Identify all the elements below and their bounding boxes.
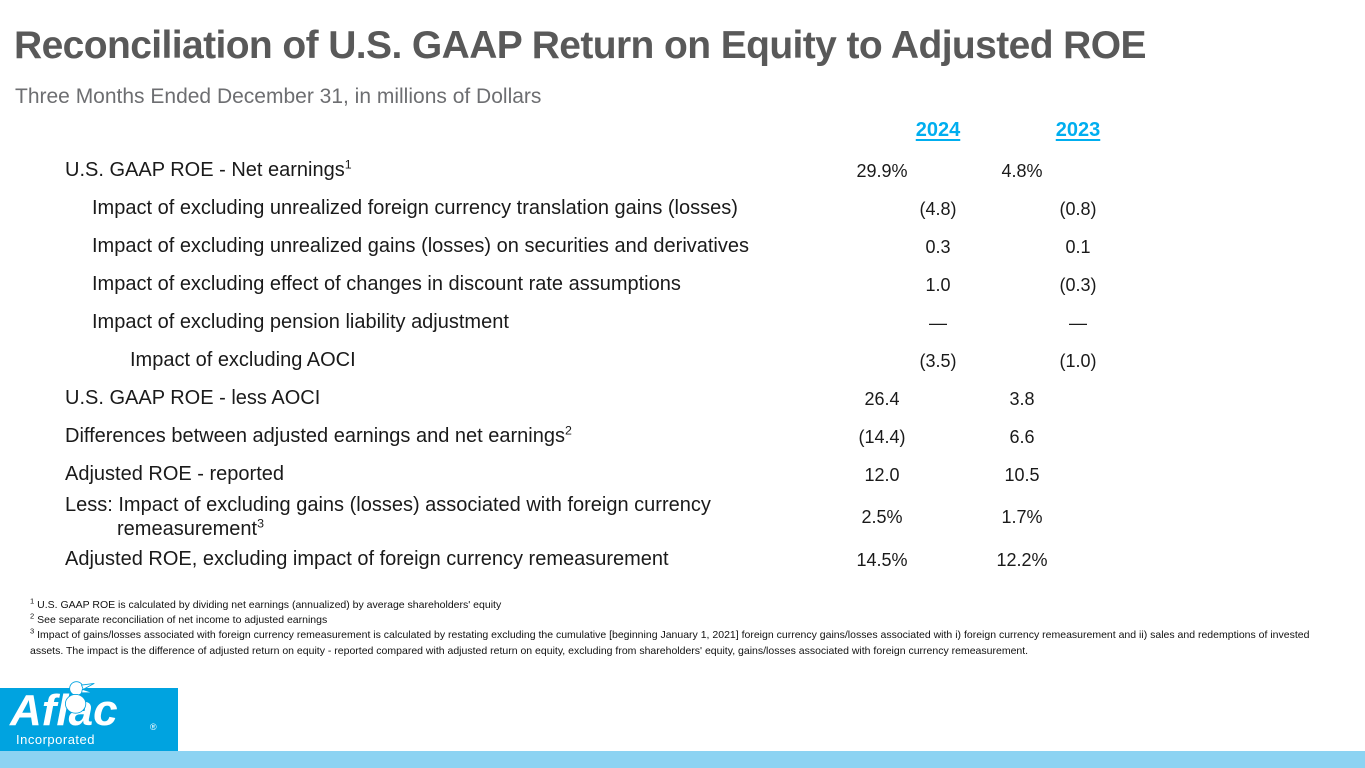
footnotes: 1 U.S. GAAP ROE is calculated by dividin… [30,596,1342,659]
row-value-2023: 4.8% [1001,160,1043,181]
column-header-2024: 2024 [915,118,961,141]
reconciliation-table: 2024 2023 U.S. GAAP ROE - Net earnings1 … [0,112,1148,579]
aflac-logo: Aflac ® Incorporated [0,681,178,751]
table-row: Less: Impact of excluding gains (losses)… [0,494,1148,541]
row-label: Impact of excluding AOCI [130,349,356,372]
row-value-2024: 12.0 [864,464,900,485]
row-label: Impact of excluding unrealized gains (lo… [92,235,750,258]
row-value-2023: (0.3) [1059,274,1097,295]
table-row: Impact of excluding unrealized gains (lo… [0,228,1148,266]
table-row: Adjusted ROE - reported 12.0 10.5 [0,456,1148,494]
row-label: Impact of excluding unrealized foreign c… [92,197,738,220]
footnote: 2 See separate reconciliation of net inc… [30,611,328,627]
row-value-2023: 1.7% [1001,507,1043,528]
row-value-2024: 29.9% [856,160,908,181]
table-row: Impact of excluding unrealized foreign c… [0,190,1148,228]
footnote: 3 Impact of gains/losses associated with… [30,626,1310,657]
row-value-2024: 1.0 [925,274,951,295]
row-value-2024: — [929,312,947,333]
column-header-2023: 2023 [1055,118,1101,141]
registered-mark: ® [150,722,157,732]
row-label: U.S. GAAP ROE - Net earnings1 [65,157,352,182]
table-row: U.S. GAAP ROE - Net earnings1 29.9% 4.8% [0,152,1148,190]
table-row: Adjusted ROE, excluding impact of foreig… [0,541,1148,579]
row-value-2024: (14.4) [858,426,906,447]
row-label: Impact of excluding pension liability ad… [92,311,509,334]
table-row: Impact of excluding effect of changes in… [0,266,1148,304]
row-value-2024: 2.5% [861,507,903,528]
row-value-2023: 3.8 [1009,388,1035,409]
footer-accent-strip [0,751,1365,768]
row-value-2023: — [1069,312,1087,333]
aflac-incorporated-label: Incorporated [16,732,95,747]
row-value-2024: 0.3 [925,236,951,257]
row-value-2024: (3.5) [919,350,957,371]
row-label: Differences between adjusted earnings an… [65,423,572,448]
table-body: U.S. GAAP ROE - Net earnings1 29.9% 4.8%… [0,152,1148,579]
row-label: Adjusted ROE - reported [65,463,284,486]
aflac-duck-icon [64,681,95,714]
table-header-row: 2024 2023 [0,112,1148,148]
aflac-wordmark: Aflac [10,686,118,735]
table-row: Impact of excluding pension liability ad… [0,304,1148,342]
row-value-2023: (0.8) [1059,198,1097,219]
row-value-2024: 26.4 [864,388,900,409]
row-label: U.S. GAAP ROE - less AOCI [65,387,321,410]
table-row: Differences between adjusted earnings an… [0,418,1148,456]
row-label: Less: Impact of excluding gains (losses)… [65,494,711,540]
row-label: Impact of excluding effect of changes in… [92,273,681,296]
row-value-2023: 10.5 [1004,464,1040,485]
row-value-2023: 12.2% [996,549,1048,570]
row-value-2023: 6.6 [1009,426,1035,447]
row-value-2023: (1.0) [1059,350,1097,371]
row-value-2024: 14.5% [856,549,908,570]
row-label: Adjusted ROE, excluding impact of foreig… [65,548,669,571]
row-value-2023: 0.1 [1065,236,1091,257]
page-title: Reconciliation of U.S. GAAP Return on Eq… [14,24,1146,67]
footnote: 1 U.S. GAAP ROE is calculated by dividin… [30,596,502,611]
page-subtitle: Three Months Ended December 31, in milli… [15,85,542,108]
row-value-2024: (4.8) [919,198,957,219]
table-row: Impact of excluding AOCI (3.5) (1.0) [0,342,1148,380]
table-row: U.S. GAAP ROE - less AOCI 26.4 3.8 [0,380,1148,418]
